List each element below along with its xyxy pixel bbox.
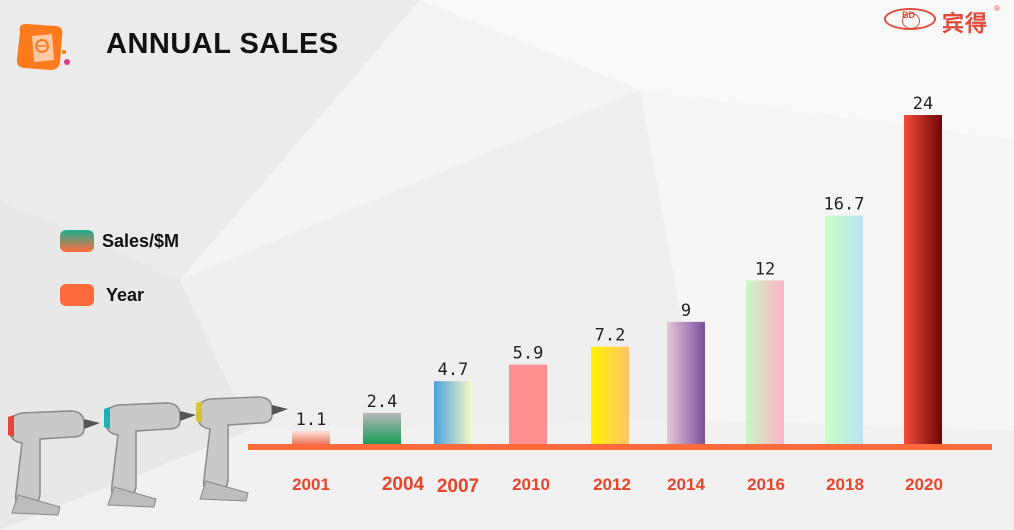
value-label: 16.7 bbox=[824, 195, 865, 215]
legend-sales-swatch bbox=[60, 230, 94, 252]
baseline-axis bbox=[248, 444, 992, 450]
bar-2012 bbox=[591, 346, 629, 446]
registered-mark: ® bbox=[994, 4, 1000, 13]
category-label: 2010 bbox=[512, 475, 550, 494]
legend-year-swatch bbox=[60, 284, 94, 306]
bar-2010 bbox=[509, 364, 547, 446]
brand-mark: BD bbox=[902, 10, 915, 20]
category-label: 2014 bbox=[667, 475, 705, 494]
legend-year: Year bbox=[60, 284, 144, 306]
bar-2018 bbox=[825, 215, 863, 446]
bar-2001 bbox=[292, 430, 330, 446]
category-label: 2001 bbox=[292, 475, 330, 494]
bar-2016 bbox=[746, 280, 784, 446]
brand-oval-icon bbox=[884, 8, 936, 30]
page-title: ANNUAL SALES bbox=[106, 28, 339, 60]
value-label: 5.9 bbox=[513, 344, 544, 364]
glue-gun-icon bbox=[8, 410, 100, 516]
passport-logo-icon bbox=[12, 22, 70, 74]
category-label: 2016 bbox=[747, 475, 785, 494]
bar-2007 bbox=[434, 381, 472, 446]
category-label: 2012 bbox=[593, 475, 631, 494]
category-label: 2004 bbox=[382, 474, 425, 495]
bar-2020 bbox=[904, 115, 942, 446]
legend-year-label: Year bbox=[106, 284, 145, 305]
glue-gun-images bbox=[8, 396, 288, 516]
bar-2004 bbox=[363, 412, 401, 446]
legend-sales: Sales/$M bbox=[60, 230, 179, 252]
category-label: 2018 bbox=[826, 475, 864, 494]
brand-name: 宾得 bbox=[942, 11, 989, 37]
value-label: 12 bbox=[755, 260, 775, 280]
glue-gun-icon bbox=[196, 396, 288, 502]
bar-2014 bbox=[667, 321, 705, 446]
value-label: 1.1 bbox=[296, 410, 327, 430]
category-label: 2007 bbox=[437, 476, 479, 497]
value-label: 7.2 bbox=[595, 326, 626, 346]
brand-logo: BD 宾得 ® bbox=[884, 4, 1002, 37]
category-label: 2020 bbox=[905, 475, 943, 494]
glue-gun-icon bbox=[104, 402, 196, 508]
value-label: 24 bbox=[913, 94, 933, 114]
legend-sales-label: Sales/$M bbox=[102, 230, 180, 251]
value-label: 4.7 bbox=[438, 360, 469, 380]
value-label: 2.4 bbox=[367, 392, 398, 412]
value-label: 9 bbox=[681, 301, 691, 321]
